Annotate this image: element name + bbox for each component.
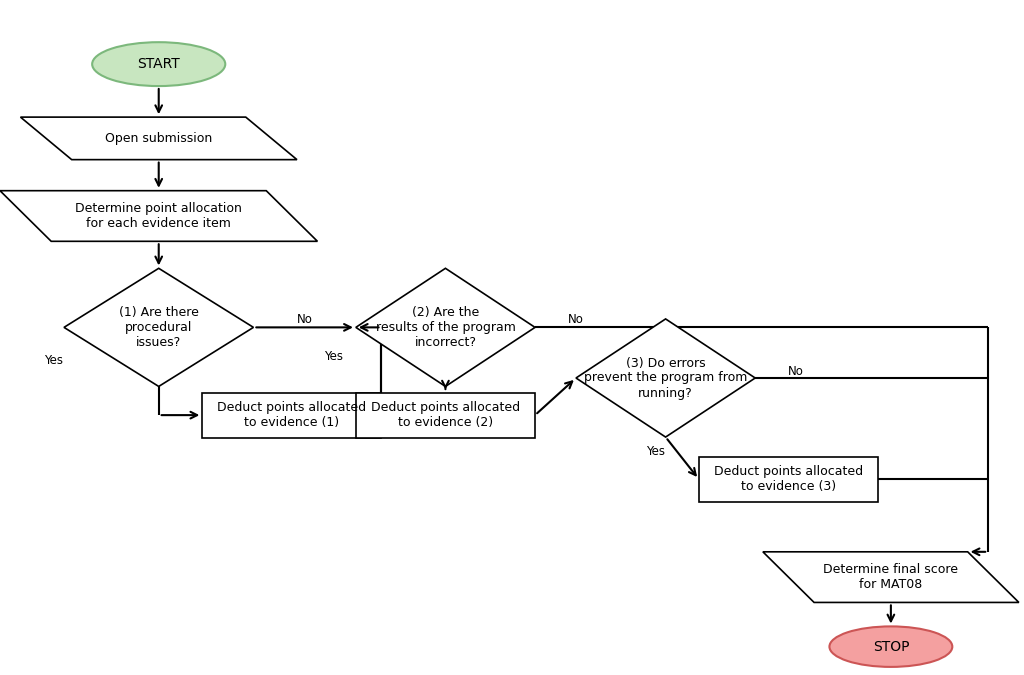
Text: Determine final score
for MAT08: Determine final score for MAT08: [823, 563, 958, 591]
Text: No: No: [788, 364, 804, 378]
Text: Deduct points allocated
to evidence (3): Deduct points allocated to evidence (3): [714, 465, 863, 493]
Ellipse shape: [92, 42, 225, 86]
Text: Open submission: Open submission: [105, 132, 212, 145]
Text: Deduct points allocated
to evidence (2): Deduct points allocated to evidence (2): [371, 401, 520, 429]
Text: STOP: STOP: [872, 640, 909, 653]
Polygon shape: [763, 552, 1019, 603]
Text: Yes: Yes: [324, 350, 343, 363]
Text: Yes: Yes: [44, 354, 63, 367]
Polygon shape: [63, 269, 254, 386]
Polygon shape: [20, 117, 297, 159]
Text: (2) Are the
results of the program
incorrect?: (2) Are the results of the program incor…: [376, 306, 515, 349]
Text: Deduct points allocated
to evidence (1): Deduct points allocated to evidence (1): [217, 401, 367, 429]
Bar: [698, 457, 878, 502]
Text: Determine point allocation
for each evidence item: Determine point allocation for each evid…: [76, 202, 242, 230]
Bar: [356, 393, 535, 437]
Polygon shape: [575, 319, 756, 437]
Text: (3) Do errors
prevent the program from
running?: (3) Do errors prevent the program from r…: [584, 356, 748, 400]
Text: No: No: [568, 313, 584, 326]
Text: (1) Are there
procedural
issues?: (1) Are there procedural issues?: [119, 306, 199, 349]
Polygon shape: [0, 191, 317, 241]
Polygon shape: [356, 269, 535, 386]
Bar: [202, 393, 381, 437]
Ellipse shape: [829, 626, 952, 667]
Text: No: No: [297, 313, 312, 326]
Text: START: START: [137, 57, 180, 71]
Text: Yes: Yes: [646, 446, 665, 458]
